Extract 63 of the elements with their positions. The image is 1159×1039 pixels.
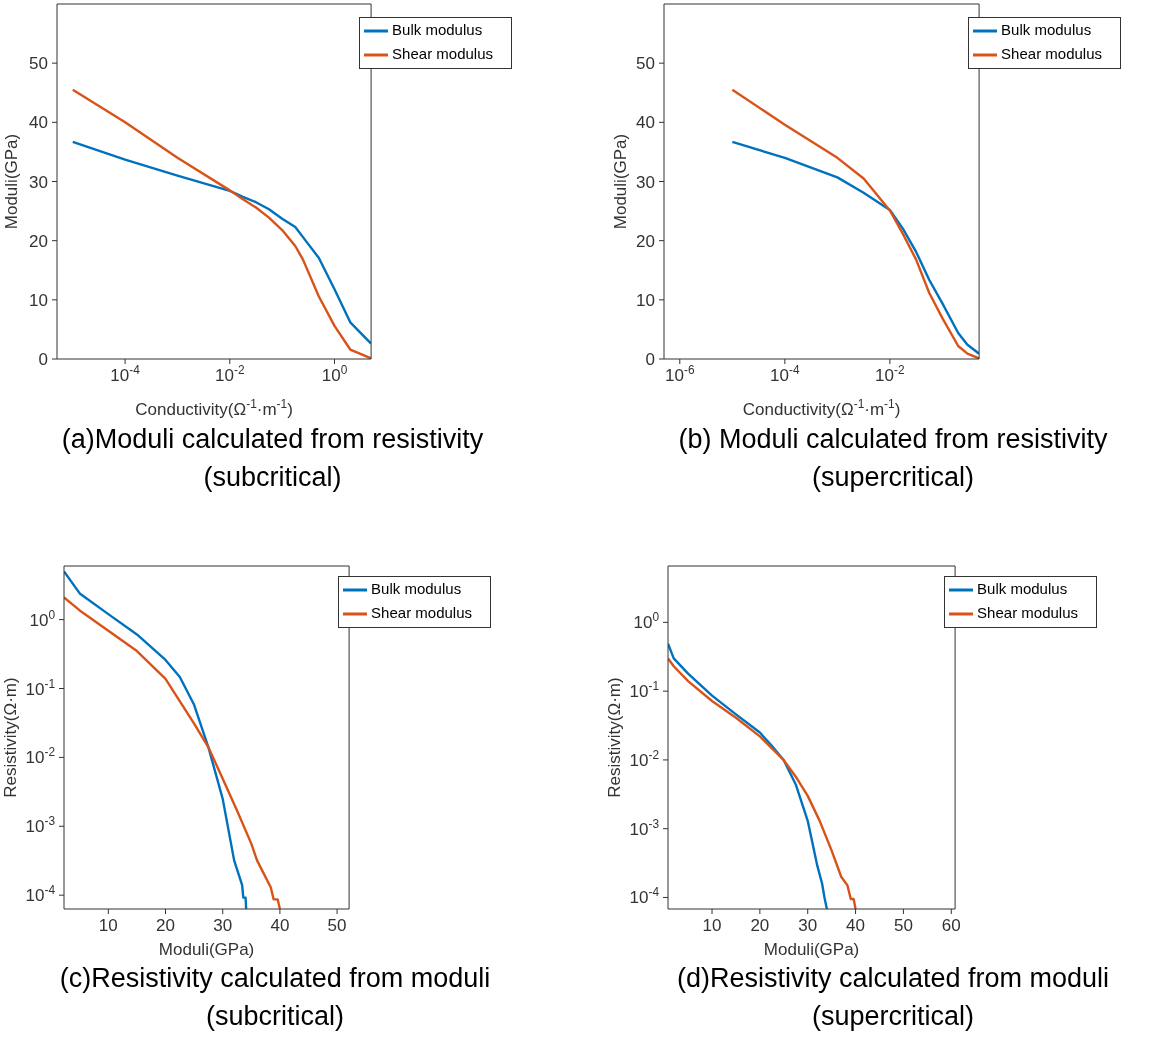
- y-tick-label: 10$^{-1}$: [629, 679, 660, 702]
- y-axis-title: Resistivity(Ω·m): [605, 677, 624, 798]
- text: (d)Resistivity calculated from moduli (supercritical): [675, 962, 1111, 1033]
- x-tick-label: 20: [750, 916, 770, 935]
- y-tick-label: 10$^{-2}$: [25, 745, 56, 768]
- y-axis-title: Moduli(GPa): [611, 133, 630, 230]
- x-tick-label: 60: [941, 916, 961, 935]
- x-axis-title: Moduli(GPa): [158, 940, 255, 959]
- x-tick-label: 10$^{-6}$: [665, 363, 695, 385]
- y-tick-label: 10: [29, 290, 48, 310]
- x-tick-label: 10$^{-4}$: [770, 363, 800, 385]
- y-tick-label: 10: [636, 290, 655, 310]
- y-tick-label: 0: [38, 350, 48, 369]
- x-tick-label: 10: [702, 916, 722, 935]
- text: (a)Moduli calculated from resistivity (subcritical): [60, 423, 485, 494]
- y-tick-label: 10$^{-1}$: [25, 676, 56, 699]
- x-tick-label: 40: [270, 916, 290, 935]
- x-tick-label: 10$^{-4}$: [110, 363, 141, 385]
- y-axis-title: Moduli(GPa): [2, 133, 21, 230]
- x-tick-label: 10: [98, 916, 118, 935]
- x-axis-title: Conductivity(Ω$^{-1}$·m$^{-1}$): [135, 397, 293, 419]
- x-tick-label: 50: [893, 916, 913, 935]
- y-tick-label: 50: [636, 54, 655, 74]
- x-tick-label: 10$^{0}$: [321, 363, 348, 385]
- line-series: [64, 570, 248, 909]
- x-tick-label: 10$^{-2}$: [215, 363, 245, 385]
- legend-label: Bulk modulus: [371, 579, 462, 597]
- y-tick-label: 50: [29, 54, 48, 74]
- legend-label: Bulk modulus: [392, 20, 483, 38]
- y-tick-label: 10$^{-4}$: [629, 885, 660, 908]
- x-tick-label: 10$^{-2}$: [875, 363, 905, 385]
- y-tick-label: 10$^{-4}$: [25, 883, 56, 906]
- text: (b) Moduli calculated from resistivity (supercritical): [677, 423, 1109, 494]
- legend-label: Shear modulus: [371, 603, 472, 621]
- x-tick-label: 30: [798, 916, 818, 935]
- x-axis-title: Conductivity(Ω$^{-1}$·m$^{-1}$): [742, 397, 901, 419]
- line-series: [668, 657, 857, 909]
- x-tick-label: 50: [327, 916, 347, 935]
- x-tick-label: 30: [213, 916, 233, 935]
- y-tick-label: 20: [636, 231, 655, 251]
- y-tick-label: 10$^{-2}$: [629, 747, 660, 770]
- y-tick-label: 10$^{0}$: [633, 610, 660, 633]
- y-tick-label: 10$^{-3}$: [629, 816, 660, 839]
- y-axis-title: Resistivity(Ω·m): [1, 677, 20, 798]
- y-tick-label: 30: [636, 172, 655, 192]
- legend-label: Bulk modulus: [977, 579, 1068, 597]
- x-tick-label: 40: [846, 916, 866, 935]
- legend-label: Shear modulus: [1001, 44, 1102, 62]
- x-tick-label: 20: [156, 916, 175, 935]
- line-series: [668, 642, 829, 909]
- y-tick-label: 10$^{0}$: [29, 607, 56, 630]
- text: (c)Resistivity calculated from moduli (subcritical): [58, 962, 492, 1033]
- legend-label: Shear modulus: [392, 44, 493, 62]
- y-tick-label: 40: [29, 113, 48, 133]
- legend-label: Bulk modulus: [1001, 20, 1092, 38]
- y-tick-label: 30: [29, 172, 48, 192]
- y-tick-label: 10$^{-3}$: [25, 814, 56, 837]
- legend-label: Shear modulus: [977, 603, 1078, 621]
- y-tick-label: 20: [29, 231, 48, 251]
- x-axis-title: Moduli(GPa): [763, 940, 860, 959]
- line-series: [64, 596, 282, 909]
- y-tick-label: 40: [636, 113, 655, 133]
- y-tick-label: 0: [645, 350, 655, 369]
